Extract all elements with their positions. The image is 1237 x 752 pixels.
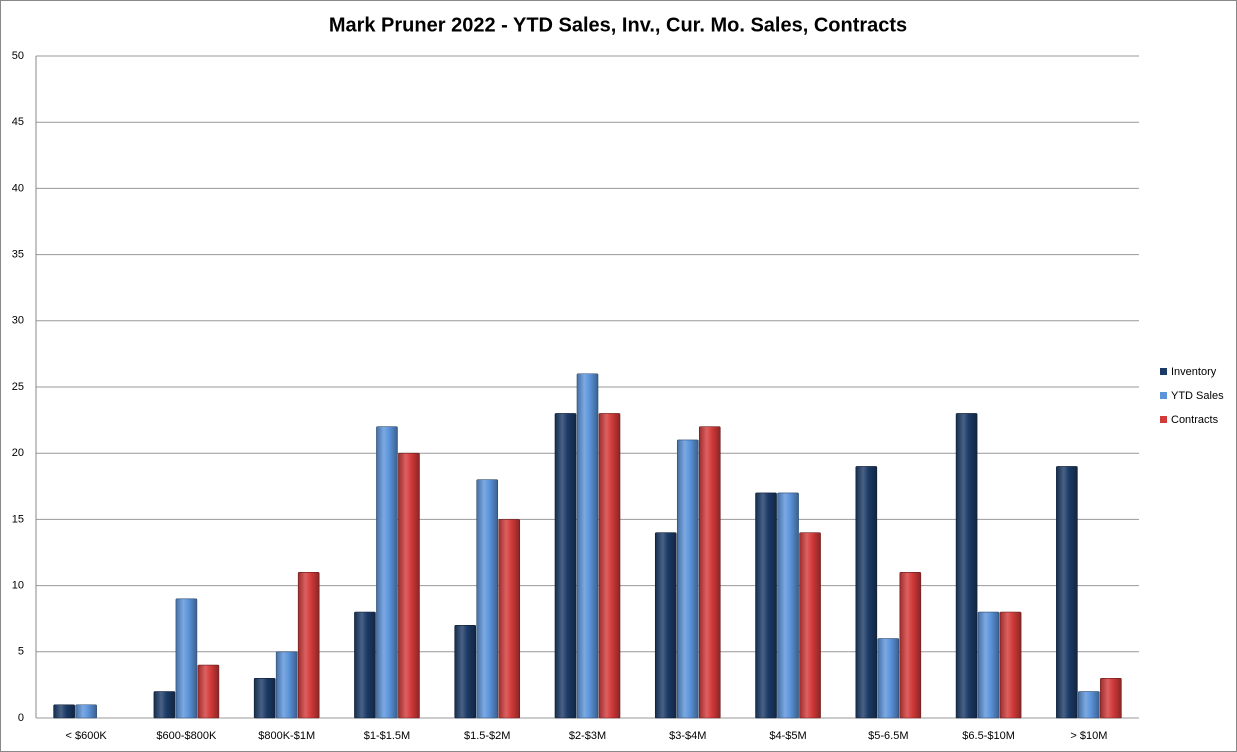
- legend-swatch: [1160, 368, 1167, 375]
- bar: [755, 492, 777, 719]
- bar: [153, 691, 176, 719]
- bar: [354, 611, 376, 719]
- y-tick-label: 50: [12, 50, 24, 62]
- bar: [1078, 691, 1100, 719]
- x-tick-label: $1-$1.5M: [364, 730, 410, 742]
- bar: [799, 532, 821, 719]
- x-tick-label: < $600K: [65, 730, 107, 742]
- bar: [554, 413, 577, 719]
- bar: [498, 519, 521, 719]
- bar: [1100, 677, 1122, 719]
- legend-label: Contracts: [1171, 414, 1219, 426]
- bar: [698, 426, 721, 719]
- bar: [777, 492, 799, 719]
- y-tick-label: 20: [12, 447, 24, 459]
- chart-title: Mark Pruner 2022 - YTD Sales, Inv., Cur.…: [329, 14, 907, 36]
- x-tick-label: $3-$4M: [669, 730, 706, 742]
- bar: [977, 611, 1000, 719]
- bar: [598, 413, 621, 719]
- x-tick-label: $2-$3M: [569, 730, 606, 742]
- y-tick-label: 5: [18, 646, 24, 658]
- bar: [899, 572, 922, 719]
- y-tick-label: 45: [12, 116, 24, 128]
- bar: [654, 532, 677, 719]
- bar: [275, 651, 298, 719]
- legend-swatch: [1160, 416, 1167, 423]
- bar: [955, 413, 978, 719]
- x-tick-label: $600-$800K: [156, 730, 217, 742]
- bar: [376, 426, 398, 719]
- bar: [476, 479, 499, 719]
- y-tick-label: 40: [12, 182, 24, 194]
- bar: [999, 611, 1022, 719]
- bar: [398, 452, 420, 719]
- bar: [454, 625, 477, 719]
- bar: [297, 572, 320, 719]
- legend-swatch: [1160, 392, 1167, 399]
- bar: [1056, 466, 1078, 719]
- y-tick-label: 15: [12, 513, 24, 525]
- y-tick-label: 25: [12, 381, 24, 393]
- x-tick-label: $4-$5M: [769, 730, 806, 742]
- bar: [75, 704, 97, 719]
- bar: [877, 638, 900, 719]
- y-tick-label: 0: [18, 712, 24, 724]
- y-tick-label: 30: [12, 315, 24, 327]
- bar: [676, 439, 699, 719]
- x-tick-label: $800K-$1M: [258, 730, 315, 742]
- bar: [576, 373, 599, 719]
- bar: [197, 664, 220, 719]
- x-tick-label: $5-6.5M: [868, 730, 908, 742]
- bar: [855, 466, 878, 719]
- y-tick-label: 35: [12, 249, 24, 261]
- x-tick-label: $6.5-$10M: [962, 730, 1015, 742]
- y-tick-label: 10: [12, 580, 24, 592]
- x-tick-label: > $10M: [1070, 730, 1107, 742]
- bar: [53, 704, 75, 719]
- bar: [253, 677, 276, 719]
- legend-label: Inventory: [1171, 366, 1217, 378]
- legend-label: YTD Sales: [1171, 390, 1224, 402]
- x-tick-label: $1.5-$2M: [464, 730, 510, 742]
- bar: [175, 598, 198, 719]
